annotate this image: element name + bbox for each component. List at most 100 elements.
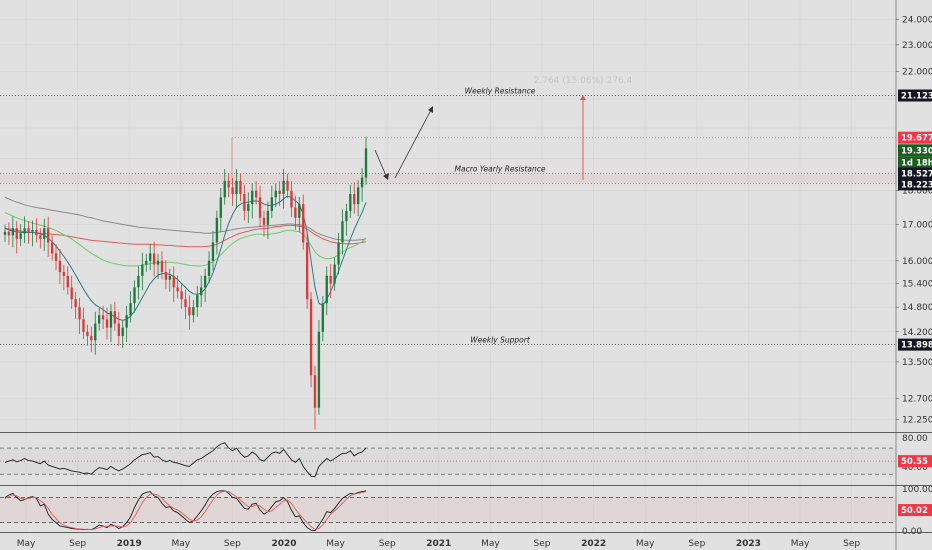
candle-body (160, 260, 164, 273)
candle-body (270, 197, 274, 211)
candle-body (172, 275, 175, 288)
indicator-tick-label: 100.00 (902, 485, 932, 495)
candle-body (3, 231, 7, 235)
price-badge-label: 18.527 (901, 170, 932, 180)
candle-body (113, 311, 117, 324)
price-badge (898, 178, 932, 191)
candle-body (82, 319, 85, 332)
candle-body (43, 228, 46, 239)
indicator-badge (898, 455, 932, 468)
level-label: Macro Yearly Resistance (455, 165, 546, 174)
main-price-ticks: 24.000 23.000 22.000 18.000 17.000 16.000 15.4… (896, 16, 932, 426)
candle-body (360, 177, 364, 188)
price-tick-label: 16.000 (902, 257, 932, 267)
price-badge (898, 144, 932, 157)
candle-body (227, 180, 230, 188)
drawings: 2.764 (15.06%) 276.4 (374, 76, 633, 180)
candle-body (109, 311, 113, 328)
time-tick-label: Sep (843, 539, 860, 549)
indicator-line (4, 442, 367, 478)
candle-body (70, 287, 73, 300)
candle-body (192, 307, 195, 316)
candle-body (286, 180, 289, 191)
time-axis[interactable]: May Sep 2019 May Sep 2020 May Sep 2021 May Sep 2022… (17, 539, 861, 549)
candle-body (39, 235, 42, 239)
candle-body (364, 148, 368, 178)
time-tick-label: 2021 (426, 539, 451, 549)
candle-body (235, 180, 238, 195)
candle-body (298, 204, 301, 218)
candle-body (137, 275, 140, 288)
level-label: Weekly Resistance (465, 87, 536, 96)
candle-body (266, 210, 270, 225)
down-arrow-line (374, 149, 388, 179)
indicator-band (0, 497, 896, 523)
candle-body (321, 303, 325, 332)
candle-body (35, 229, 38, 236)
candle-body (274, 190, 277, 198)
candle-body (231, 187, 234, 195)
candle-body (247, 204, 250, 211)
candle-body (278, 190, 281, 195)
candle-body (290, 190, 293, 208)
candle-body (27, 228, 30, 232)
time-tick-label: Sep (379, 539, 396, 549)
candle-body (11, 228, 15, 236)
price-tick-label: 17.000 (902, 221, 932, 231)
candle-body (54, 253, 58, 261)
candle-body (219, 197, 222, 218)
down-arrowhead (383, 173, 389, 180)
candle-body (251, 190, 254, 205)
price-badge (898, 89, 932, 102)
indicator-tick-label: 0.00 (902, 527, 922, 537)
time-tick-label: 2020 (271, 539, 296, 549)
candle-body (215, 217, 219, 243)
candle-body (168, 275, 171, 280)
candle-body (90, 336, 93, 341)
candle-body (121, 327, 124, 337)
time-tick-label: May (171, 539, 190, 549)
candle-body (184, 299, 187, 308)
candle-body (86, 331, 89, 337)
candle-body (46, 228, 50, 243)
stochastic-pane[interactable]: 100.00 0.00 50.02 (0, 485, 932, 537)
time-tick-label: May (481, 539, 500, 549)
price-tick-label: 15.400 (902, 280, 932, 290)
candle-body (125, 315, 128, 328)
moving-average-line (4, 212, 367, 267)
price-badge-label: 13.898 (901, 341, 932, 351)
price-badge-label: 19.330 (901, 146, 932, 156)
candle-body (325, 275, 328, 304)
candle-body (97, 315, 101, 324)
candle-body (50, 242, 54, 254)
candle-body (258, 197, 262, 218)
candle-body (239, 180, 242, 195)
candle-body (282, 180, 285, 195)
candle-body (23, 228, 26, 234)
candle-body (243, 194, 246, 211)
candle-body (337, 242, 340, 265)
indicator-tick-label: 80.00 (902, 434, 928, 444)
candle-body (356, 187, 360, 205)
price-badge (898, 338, 932, 351)
indicator-line (4, 490, 367, 532)
main-price-pane[interactable]: 2.764 (15.06%) 276.4 Weekly Resistance Ma… (0, 0, 896, 532)
candle-body (345, 210, 348, 222)
price-tick-label: 18.000 (902, 187, 932, 197)
candle-body (149, 253, 152, 261)
candle-body (145, 260, 148, 265)
candle-body (62, 272, 66, 276)
indicator-tick-label: 40.00 (902, 463, 928, 473)
candle-body (353, 194, 356, 205)
candle-body (349, 194, 352, 211)
time-tick-label: 2019 (117, 539, 142, 549)
candle-body (58, 260, 62, 273)
candle-body (101, 315, 105, 320)
measure-arrowhead (580, 95, 586, 100)
candle-body (341, 221, 344, 243)
candle-body (188, 307, 191, 316)
candle-body (133, 287, 136, 304)
price-badge (898, 156, 932, 169)
